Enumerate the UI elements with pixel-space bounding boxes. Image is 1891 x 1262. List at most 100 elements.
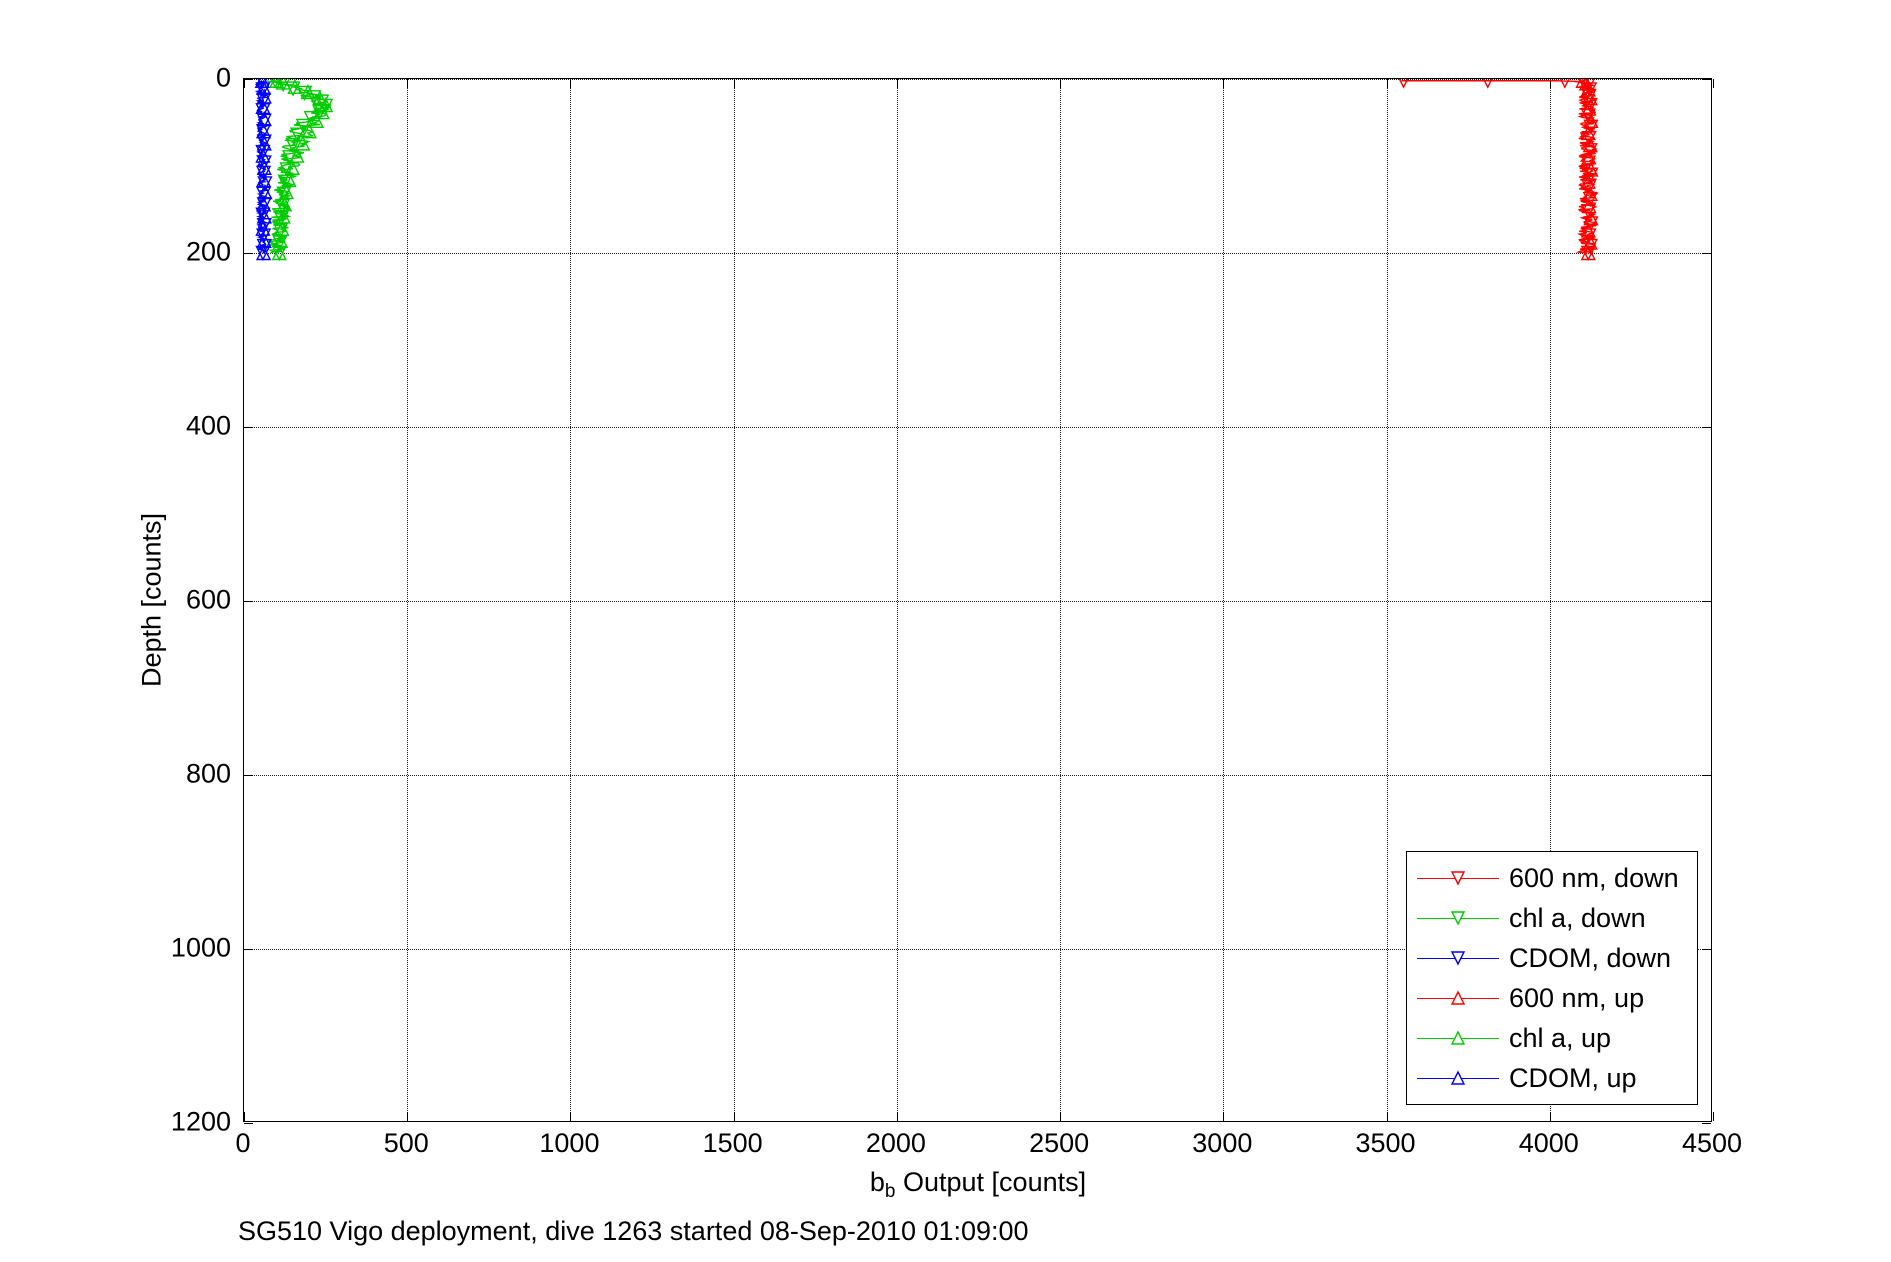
legend-sample — [1417, 1027, 1499, 1049]
series-marker — [1575, 79, 1591, 88]
series-marker — [256, 232, 272, 249]
series-marker — [1582, 234, 1598, 250]
legend-triangle-down-icon — [1450, 871, 1466, 886]
x-tick-mark — [407, 79, 409, 88]
legend-item[interactable]: chl a, down — [1407, 898, 1697, 938]
series-marker — [255, 147, 271, 163]
series-marker — [256, 135, 272, 151]
series-marker — [275, 79, 291, 90]
legend-sample — [1417, 867, 1499, 889]
legend-label: CDOM, down — [1509, 942, 1672, 973]
series-marker — [255, 123, 272, 139]
series-marker — [1398, 79, 1409, 89]
y-tick-label: 1200 — [170, 1106, 231, 1137]
y-tick-mark — [244, 1123, 253, 1124]
y-tick-mark — [244, 79, 253, 80]
series-marker — [271, 244, 287, 261]
x-tick-mark — [1223, 79, 1225, 88]
legend[interactable]: 600 nm, down chl a, down CDOM, down 600 nm,… — [1406, 851, 1698, 1105]
y-tick-mark — [1702, 775, 1711, 776]
series-marker — [295, 118, 312, 135]
y-tick-mark — [1702, 1123, 1711, 1124]
y-tick-mark — [1702, 601, 1711, 602]
legend-sample — [1417, 907, 1499, 929]
legend-item[interactable]: CDOM, down — [1407, 938, 1697, 978]
series-marker — [287, 79, 303, 95]
series-svg — [254, 79, 1599, 262]
y-tick-label: 0 — [215, 62, 231, 93]
legend-triangle-down-icon — [1450, 951, 1466, 966]
series-marker — [255, 244, 272, 261]
legend-item[interactable]: 600 nm, up — [1407, 978, 1697, 1018]
x-axis-title-rest: Output [counts] — [895, 1167, 1087, 1197]
series-marker — [1583, 161, 1599, 177]
y-tick-mark — [1702, 253, 1711, 254]
legend-item[interactable]: chl a, up — [1407, 1018, 1697, 1058]
legend-sample — [1417, 1067, 1499, 1089]
series-marker — [256, 110, 272, 127]
series-marker — [269, 79, 285, 88]
series-marker — [285, 137, 301, 154]
x-tick-label: 1000 — [539, 1128, 600, 1158]
series-marker — [1580, 124, 1596, 141]
x-tick-mark — [896, 79, 898, 88]
legend-item[interactable]: 600 nm, down — [1407, 858, 1697, 898]
series-marker — [257, 184, 273, 200]
x-tick-label: 3500 — [1355, 1128, 1416, 1158]
series-marker — [289, 147, 305, 163]
y-tick-mark — [1702, 427, 1711, 428]
series-marker — [308, 112, 325, 128]
legend-item[interactable]: CDOM, up — [1407, 1058, 1697, 1098]
series-marker — [1482, 79, 1493, 89]
x-tick-mark — [244, 1112, 245, 1121]
x-tick-mark — [1223, 1112, 1225, 1121]
y-tick-label: 200 — [185, 236, 231, 267]
series-marker — [255, 196, 272, 212]
series-marker — [281, 171, 297, 188]
y-tick-mark — [244, 775, 253, 776]
y-axis-title: Depth [counts] — [136, 512, 167, 688]
series-marker — [1583, 112, 1599, 128]
x-tick-label: 4500 — [1681, 1128, 1743, 1158]
y-tick-mark — [1702, 79, 1711, 80]
x-tick-label: 2000 — [865, 1128, 926, 1158]
series-marker — [1581, 100, 1597, 116]
x-tick-label: 1500 — [702, 1128, 763, 1158]
series-marker — [289, 127, 306, 143]
series-marker — [1580, 244, 1596, 261]
x-axis-title: bb Output [counts] — [870, 1167, 1086, 1203]
data-series — [254, 79, 273, 261]
legend-triangle-down-icon — [1450, 911, 1466, 926]
x-tick-mark — [1713, 79, 1714, 88]
legend-triangle-up-icon — [1450, 1030, 1466, 1045]
x-tick-mark — [407, 1112, 409, 1121]
legend-label: 600 nm, up — [1509, 982, 1645, 1013]
x-tick-mark — [1386, 79, 1388, 88]
y-tick-mark — [244, 949, 253, 950]
series-marker — [255, 171, 272, 188]
legend-label: chl a, up — [1509, 1022, 1612, 1053]
series-marker — [256, 88, 272, 104]
legend-label: CDOM, up — [1509, 1062, 1637, 1093]
legend-label: chl a, down — [1509, 902, 1646, 933]
x-tick-mark — [733, 79, 735, 88]
data-series — [1575, 79, 1599, 261]
series-marker — [1580, 222, 1596, 238]
y-tick-label: 400 — [185, 410, 231, 441]
series-marker — [312, 90, 328, 106]
series-marker — [1582, 137, 1598, 153]
x-tick-mark — [1713, 1112, 1714, 1121]
series-marker — [300, 83, 316, 100]
series-marker — [276, 196, 293, 212]
legend-triangle-up-icon — [1450, 1070, 1466, 1085]
y-tick-mark — [244, 427, 253, 428]
legend-triangle-up-icon — [1450, 990, 1466, 1005]
x-tick-mark — [896, 1112, 898, 1121]
series-marker — [1581, 197, 1597, 214]
series-marker — [278, 184, 295, 200]
x-tick-label: 4000 — [1518, 1128, 1579, 1158]
series-marker — [1582, 185, 1598, 202]
legend-sample — [1417, 987, 1499, 1009]
figure-caption: SG510 Vigo deployment, dive 1263 started… — [238, 1216, 1029, 1246]
